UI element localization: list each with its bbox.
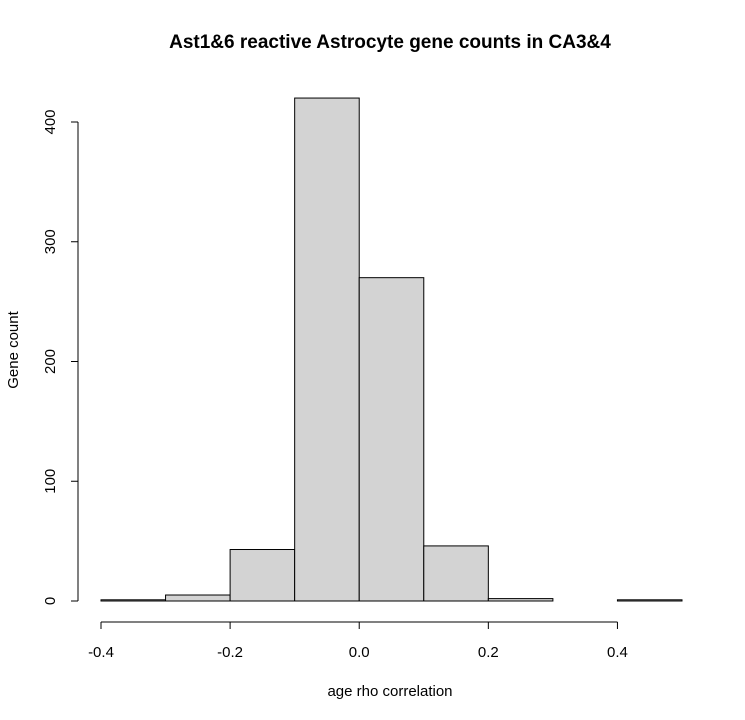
x-axis-label: age rho correlation [327,683,452,700]
x-axis: -0.4 -0.2 0.0 0.2 0.4 [88,621,628,661]
chart-title: Ast1&6 reactive Astrocyte gene counts in… [169,32,611,53]
histogram-bar [358,277,425,602]
histogram-bar [165,594,231,602]
y-tick-label: 400 [42,109,59,134]
bars-group [100,97,683,602]
y-tick-label: 100 [42,469,59,494]
x-tick-label: 0.0 [349,644,370,661]
y-axis-label: Gene count [5,310,22,388]
x-tick-label: -0.4 [88,644,114,661]
y-axis: 0 100 200 300 400 [42,109,79,605]
x-tick-label: 0.4 [607,644,628,661]
x-tick-label: 0.2 [478,644,499,661]
y-tick-label: 200 [42,349,59,374]
histogram-bar [423,545,489,602]
y-tick-label: 0 [42,597,59,605]
histogram-bar [229,549,296,602]
histogram-bar [294,97,360,602]
x-tick-label: -0.2 [217,644,243,661]
y-tick-label: 300 [42,229,59,254]
histogram-bar [100,599,167,602]
histogram-bar [487,598,554,602]
histogram-bar [616,599,683,602]
